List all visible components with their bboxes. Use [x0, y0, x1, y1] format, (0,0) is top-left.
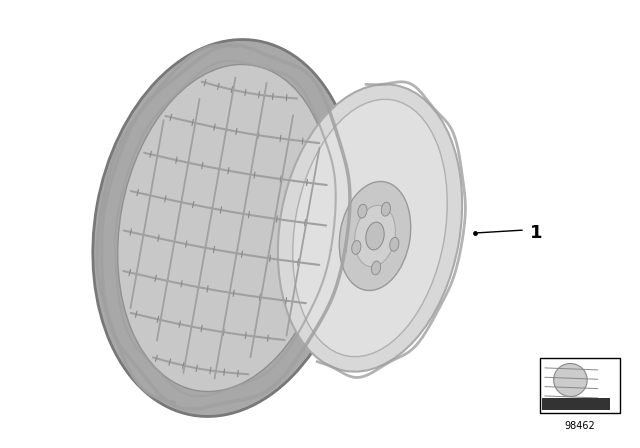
- Ellipse shape: [339, 181, 411, 290]
- Ellipse shape: [390, 237, 399, 251]
- Ellipse shape: [358, 204, 367, 218]
- Ellipse shape: [292, 99, 447, 357]
- Ellipse shape: [554, 363, 587, 396]
- Bar: [542, 398, 610, 410]
- Ellipse shape: [93, 39, 357, 417]
- Ellipse shape: [366, 222, 384, 250]
- Text: 1: 1: [530, 224, 543, 242]
- Ellipse shape: [371, 261, 381, 275]
- Ellipse shape: [381, 202, 390, 216]
- Ellipse shape: [352, 241, 361, 254]
- Ellipse shape: [118, 65, 332, 392]
- Text: 98462: 98462: [564, 421, 595, 431]
- Ellipse shape: [278, 84, 462, 372]
- Bar: [540, 358, 620, 413]
- Ellipse shape: [355, 205, 396, 267]
